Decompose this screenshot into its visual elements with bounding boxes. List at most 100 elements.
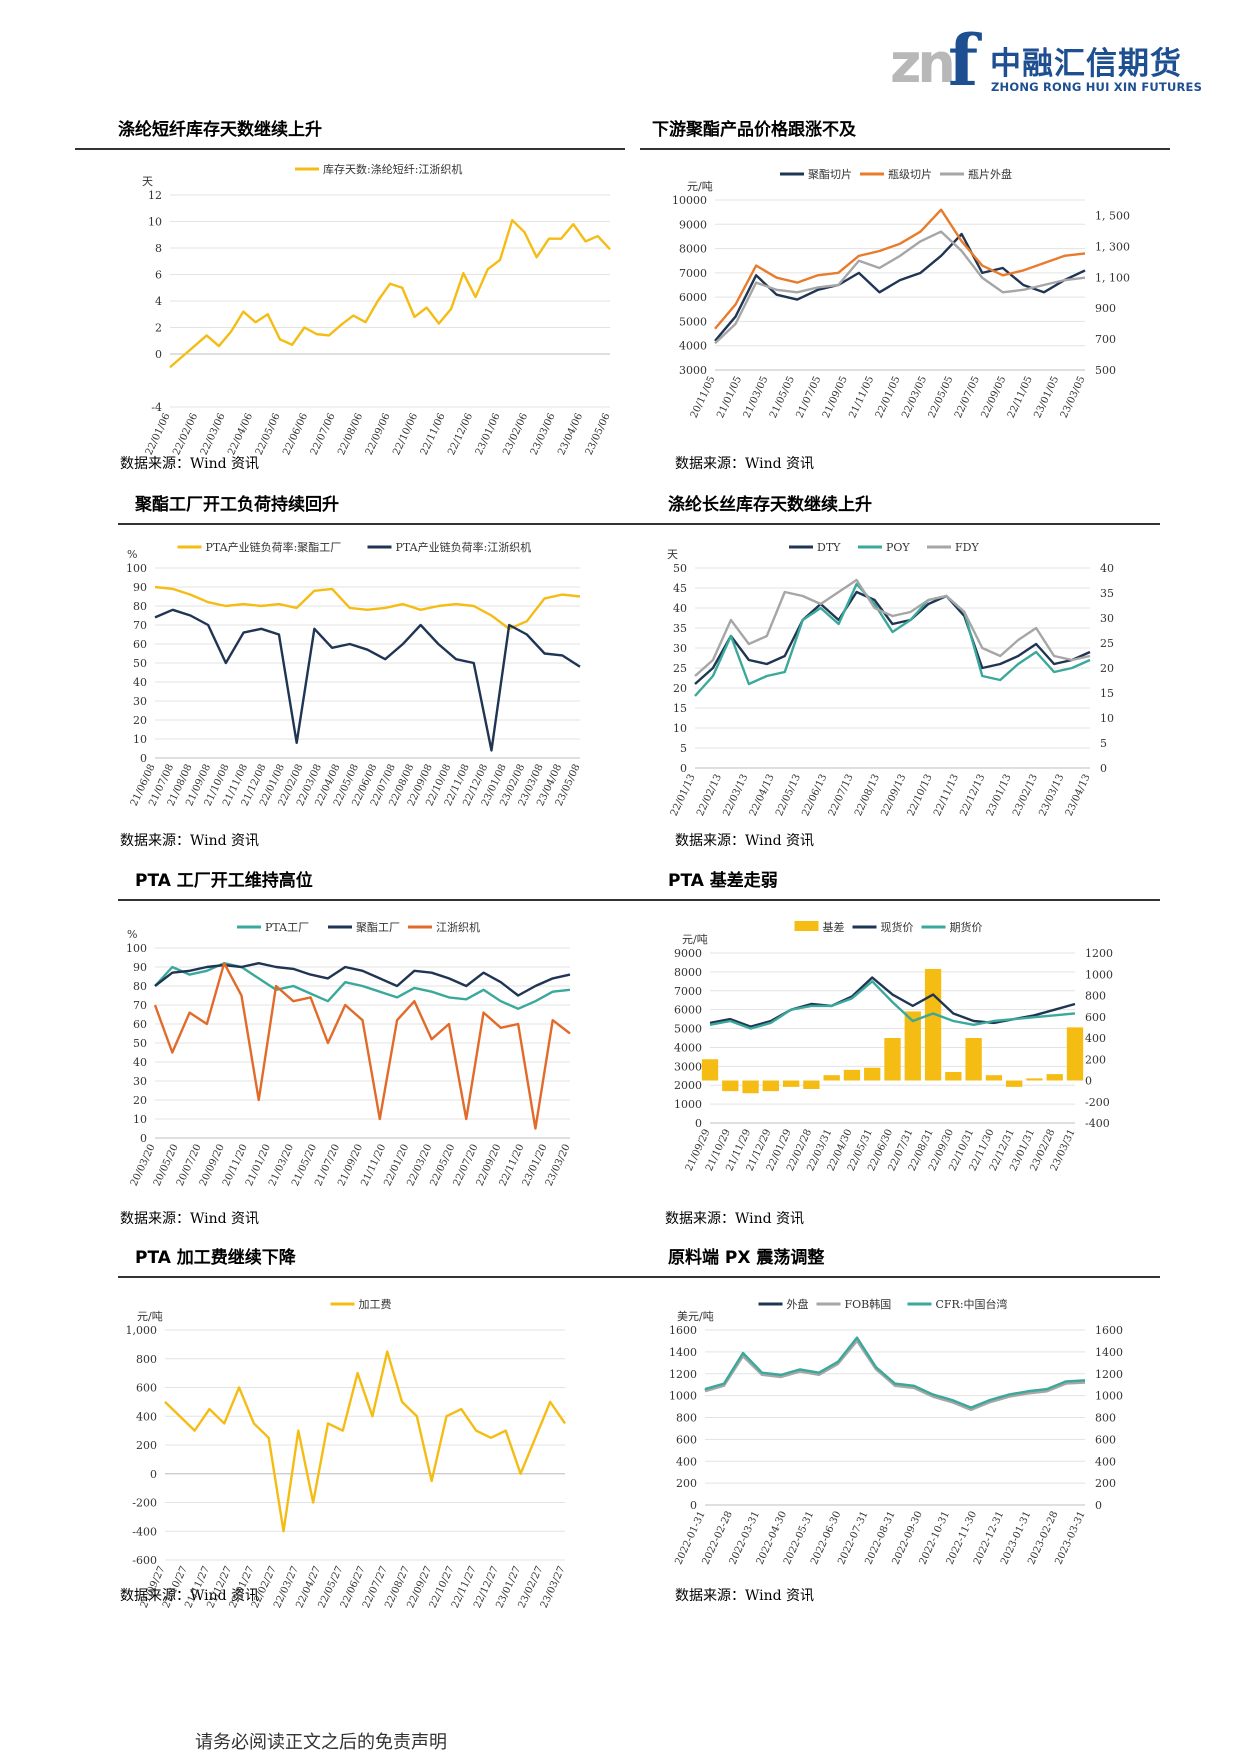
x-tick-label: 22/11/13 (932, 773, 961, 818)
y2-tick-label: 200 (1085, 1053, 1106, 1066)
x-tick-label: 22/09/05 (979, 375, 1008, 420)
y-tick-label: 45 (673, 582, 687, 595)
y-axis-unit: % (127, 928, 137, 941)
y-tick-label: 10 (673, 722, 687, 735)
section-divider (640, 148, 1170, 150)
x-tick-label: 21/05/05 (768, 375, 797, 420)
line-chart: -600 -400 -200 0 200 400 600 800 1,000 元/吨 21/09/2… (120, 1292, 660, 1610)
y-tick-label: 1600 (669, 1324, 697, 1337)
y-tick-label: 40 (133, 1056, 147, 1069)
y-tick-label: 0 (155, 348, 162, 361)
y-tick-label: 9000 (679, 218, 707, 231)
legend-label: 期货价 (950, 920, 983, 934)
company-name-cn: 中融汇信期货 (990, 46, 1182, 82)
y2-tick-label: 40 (1100, 562, 1114, 575)
x-tick-label: 22/10/13 (906, 773, 935, 818)
x-tick-label: 21/03/05 (742, 375, 771, 420)
y-tick-label: 600 (676, 1433, 697, 1446)
basis-bar (1026, 1078, 1043, 1081)
y2-tick-label: 1600 (1095, 1324, 1123, 1337)
basis-bar (924, 968, 942, 1081)
x-tick-label: 22/02/13 (695, 773, 724, 818)
chart-svg: 0 5 10 15 20 25 30 35 40 45 50天 0 5 10 15 20 25 30 35 40 22/… (667, 541, 1114, 818)
y-tick-label: -600 (132, 1554, 157, 1567)
data-source-note: 数据来源：Wind 资讯 (120, 456, 260, 472)
y2-tick-label: 1400 (1095, 1346, 1123, 1359)
y-tick-label: 10 (133, 1113, 147, 1126)
section-divider (118, 523, 648, 525)
y2-tick-label: 1, 300 (1095, 240, 1130, 253)
y-tick-label: 0 (140, 1132, 147, 1145)
section-divider (640, 899, 1160, 901)
x-tick-label: 22/07/13 (827, 773, 856, 818)
series-line (154, 585, 581, 631)
y-tick-label: 5 (680, 742, 687, 755)
y-tick-label: 40 (673, 602, 687, 615)
y2-tick-label: 1200 (1095, 1368, 1123, 1381)
x-tick-label: 22/03/05 (900, 375, 929, 420)
line-chart: 0 5 10 15 20 25 30 35 40 45 50 天 0 5 10 15 20 25 30 35 40 22/… (660, 535, 1200, 835)
y2-tick-label: 5 (1100, 737, 1107, 750)
y2-tick-label: 200 (1095, 1477, 1116, 1490)
y-tick-label: 10000 (672, 194, 707, 207)
x-tick-label: 20/11/05 (689, 375, 718, 420)
y-tick-label: 50 (133, 1037, 147, 1050)
y-tick-label: 60 (133, 1018, 147, 1031)
y2-tick-label: 35 (1100, 587, 1114, 600)
y-tick-label: 1,000 (126, 1324, 158, 1337)
y-tick-label: 8 (155, 242, 162, 255)
data-source-note: 数据来源：Wind 资讯 (675, 1588, 815, 1604)
basis-bar (782, 1080, 800, 1087)
y-tick-label: 90 (133, 961, 147, 974)
series-line (709, 980, 1076, 1030)
basis-bar (945, 1072, 962, 1081)
x-tick-label: 23/01/05 (1032, 375, 1061, 420)
y-tick-label: 4000 (679, 340, 707, 353)
y-tick-label: 6000 (679, 291, 707, 304)
y2-tick-label: 1, 100 (1095, 271, 1130, 284)
y-axis-unit: % (127, 548, 137, 561)
basis-bar (701, 1059, 719, 1081)
chart-heading: 涤纶短纤库存天数继续上升 (118, 120, 322, 140)
x-tick-label: 22/03/06 (199, 412, 228, 457)
x-tick-label: 21/11/05 (847, 375, 876, 420)
legend-label: POY (886, 541, 910, 554)
series-line (164, 1350, 566, 1533)
y2-tick-label: 20 (1100, 662, 1114, 675)
chart-svg: 0102030405060708090100%21/06/0821/07/082… (126, 540, 583, 808)
series-line (714, 208, 1086, 330)
y2-tick-label: 800 (1085, 990, 1106, 1003)
legend-label: PTA产业链负荷率:聚酯工厂 (206, 540, 342, 554)
y-tick-label: -400 (132, 1525, 157, 1538)
x-tick-label: 23/05/06 (584, 412, 613, 457)
chart-svg: 0100020003000400050006000700080009000元/吨… (674, 920, 1113, 1173)
line-chart: 0 200 400 600 800 1000 1200 1400 1600 美元/吨 0 200 400… (660, 1292, 1200, 1592)
x-tick-label: 22/02/06 (171, 412, 200, 457)
legend-label: 瓶片外盘 (968, 167, 1012, 181)
x-tick-label: 23/03/13 (1037, 773, 1066, 818)
x-tick-label: 22/12/13 (958, 773, 987, 818)
legend-label: PTA工厂 (265, 921, 309, 934)
series-line (714, 232, 1086, 342)
x-tick-label: 21/01/05 (715, 375, 744, 420)
basis-bar (823, 1075, 840, 1081)
basis-bar (762, 1080, 779, 1092)
y-tick-label: 200 (676, 1477, 697, 1490)
y2-tick-label: -400 (1085, 1117, 1110, 1130)
line-chart: -4 0 2 4 6 8 10 12 天 22/01/06 22/02/06 22/03/06 22/0… (125, 155, 665, 457)
x-tick-label: 22/03/13 (721, 773, 750, 818)
y2-tick-label: 0 (1095, 1499, 1102, 1512)
y-tick-label: 200 (136, 1439, 157, 1452)
legend-label: 聚酯切片 (808, 168, 852, 181)
y2-tick-label: 15 (1100, 687, 1114, 700)
y-tick-label: 35 (673, 622, 687, 635)
y-tick-label: -200 (132, 1497, 157, 1510)
basis-bar (864, 1067, 881, 1081)
y-tick-label: 3000 (679, 364, 707, 377)
chart-svg: 0102030405060708090100%20/03/2020/05/202… (126, 920, 573, 1188)
y-tick-label: -4 (151, 401, 162, 414)
disclaimer-footer: 请务必阅读正文之后的免责声明 (195, 1732, 447, 1753)
y-tick-label: 7000 (674, 985, 702, 998)
data-source-note: 数据来源：Wind 资讯 (120, 833, 260, 849)
